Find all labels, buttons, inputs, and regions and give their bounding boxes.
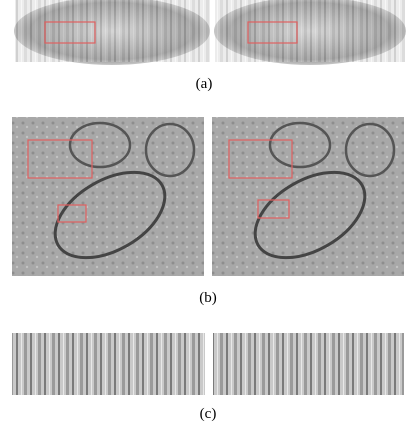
panel-label: (a) [196,76,213,92]
image-c-right [213,333,404,395]
image-c-left [12,333,205,395]
image-a-left [14,0,210,65]
image-a-right [214,0,406,65]
image-b-right [212,117,404,276]
image-b-left [12,117,204,276]
panel-label: (c) [200,406,217,422]
figure: (a) (b) (c) [0,0,408,430]
panel-label: (b) [199,290,217,306]
